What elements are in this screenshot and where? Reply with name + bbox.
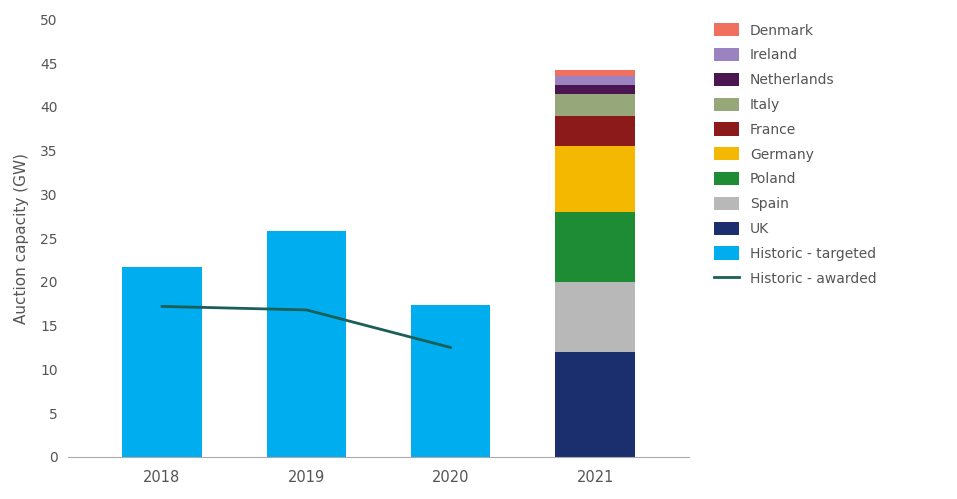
Y-axis label: Auction capacity (GW): Auction capacity (GW) (14, 153, 29, 324)
Bar (555, 212, 634, 282)
Bar (555, 94, 634, 116)
Bar (555, 116, 634, 146)
Bar (122, 267, 202, 457)
Bar (555, 146, 634, 212)
Bar (555, 352, 634, 457)
Bar (555, 85, 634, 94)
Bar (555, 282, 634, 352)
Bar (267, 231, 346, 457)
Bar (555, 76, 634, 85)
Bar (555, 70, 634, 76)
Legend: Denmark, Ireland, Netherlands, Italy, France, Germany, Poland, Spain, UK, Histor: Denmark, Ireland, Netherlands, Italy, Fr… (708, 17, 882, 291)
Bar (412, 305, 491, 457)
